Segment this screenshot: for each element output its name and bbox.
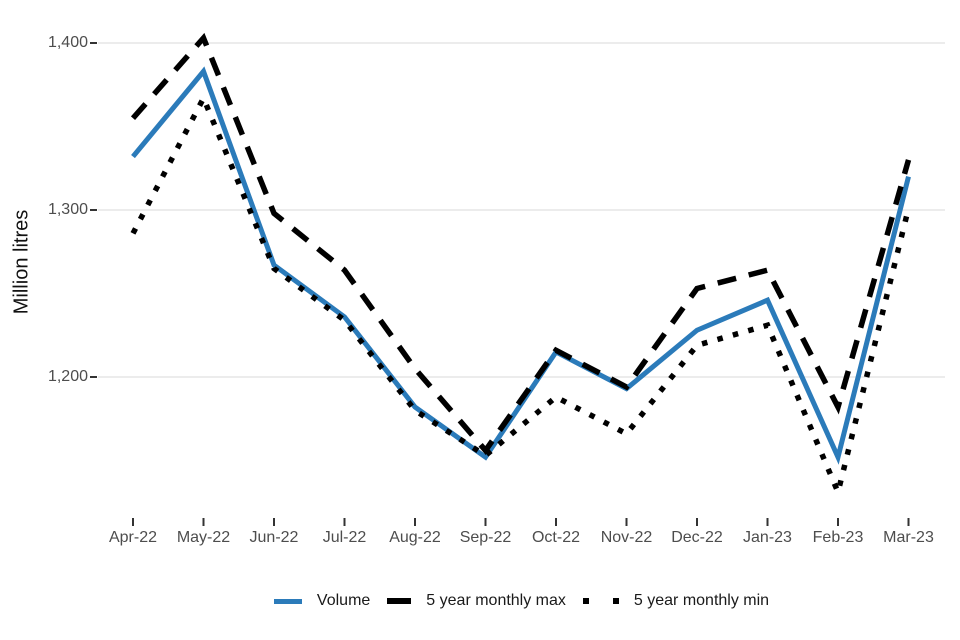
legend-label-min: 5 year monthly min [633, 592, 770, 609]
volume-line-swatch [273, 598, 302, 604]
y-tick-label: 1,300 [47, 201, 88, 218]
min-line-swatch [582, 598, 619, 604]
x-tick-label: Sep-22 [459, 529, 512, 546]
y-tick-label: 1,200 [47, 368, 88, 385]
x-tick-label: Nov-22 [600, 529, 653, 546]
x-tick-label: Dec-22 [671, 529, 723, 546]
x-tick-label: Feb-23 [812, 529, 864, 546]
max-line-swatch [387, 598, 412, 604]
x-tick-label: Aug-22 [389, 529, 441, 546]
legend-label-volume: Volume [316, 592, 371, 609]
max-line [130, 32, 912, 455]
x-tick-label: Oct-22 [531, 529, 580, 546]
x-tick-label: Mar-23 [883, 529, 934, 546]
legend-item-max: 5 year monthly max [387, 592, 566, 610]
x-tick-label: Jan-23 [743, 529, 792, 546]
min-line [130, 91, 912, 501]
x-tick-label: Apr-22 [108, 529, 158, 546]
legend-label-max: 5 year monthly max [426, 592, 566, 609]
y-tick-label: 1,400 [47, 34, 88, 51]
legend-item-volume: Volume [273, 592, 371, 610]
x-tick-label: May-22 [176, 529, 231, 546]
x-tick-label: Jun-22 [249, 529, 299, 546]
legend: Volume 5 year monthly max 5 year monthly… [98, 588, 945, 614]
legend-item-min: 5 year monthly min [582, 592, 770, 610]
y-axis-title: Million litres [10, 209, 33, 315]
x-tick-label: Jul-22 [322, 529, 367, 546]
